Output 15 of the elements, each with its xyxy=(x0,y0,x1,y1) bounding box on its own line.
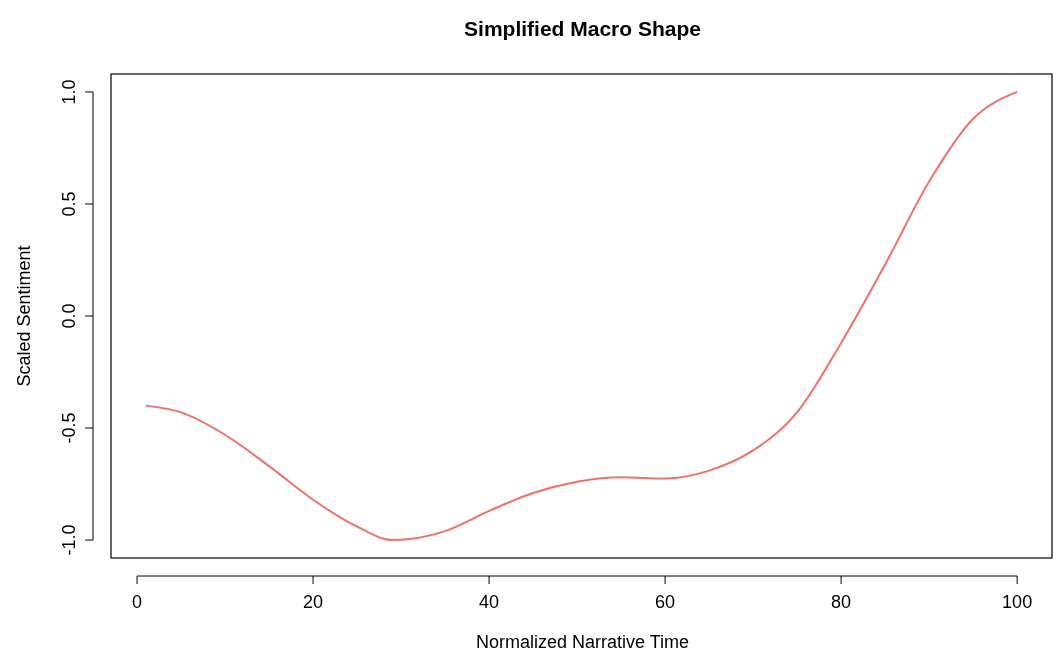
y-tick-label: -1.0 xyxy=(59,524,79,556)
x-tick-label: 40 xyxy=(479,592,500,612)
chart-title: Simplified Macro Shape xyxy=(464,17,701,40)
y-tick-label: -0.5 xyxy=(59,412,79,444)
x-axis-title: Normalized Narrative Time xyxy=(475,632,690,652)
y-tick-label: 0.0 xyxy=(59,303,79,329)
x-tick-label: 20 xyxy=(303,592,324,612)
x-tick-label: 0 xyxy=(132,592,143,612)
y-tick-label: 1.0 xyxy=(59,79,79,105)
y-tick-label: 0.5 xyxy=(59,191,79,217)
line-series xyxy=(144,90,1019,542)
x-tick-label: 60 xyxy=(655,592,676,612)
y-axis-title: Scaled Sentiment xyxy=(14,245,34,387)
x-tick-label: 80 xyxy=(831,592,852,612)
x-tick-label: 100 xyxy=(1002,592,1033,612)
